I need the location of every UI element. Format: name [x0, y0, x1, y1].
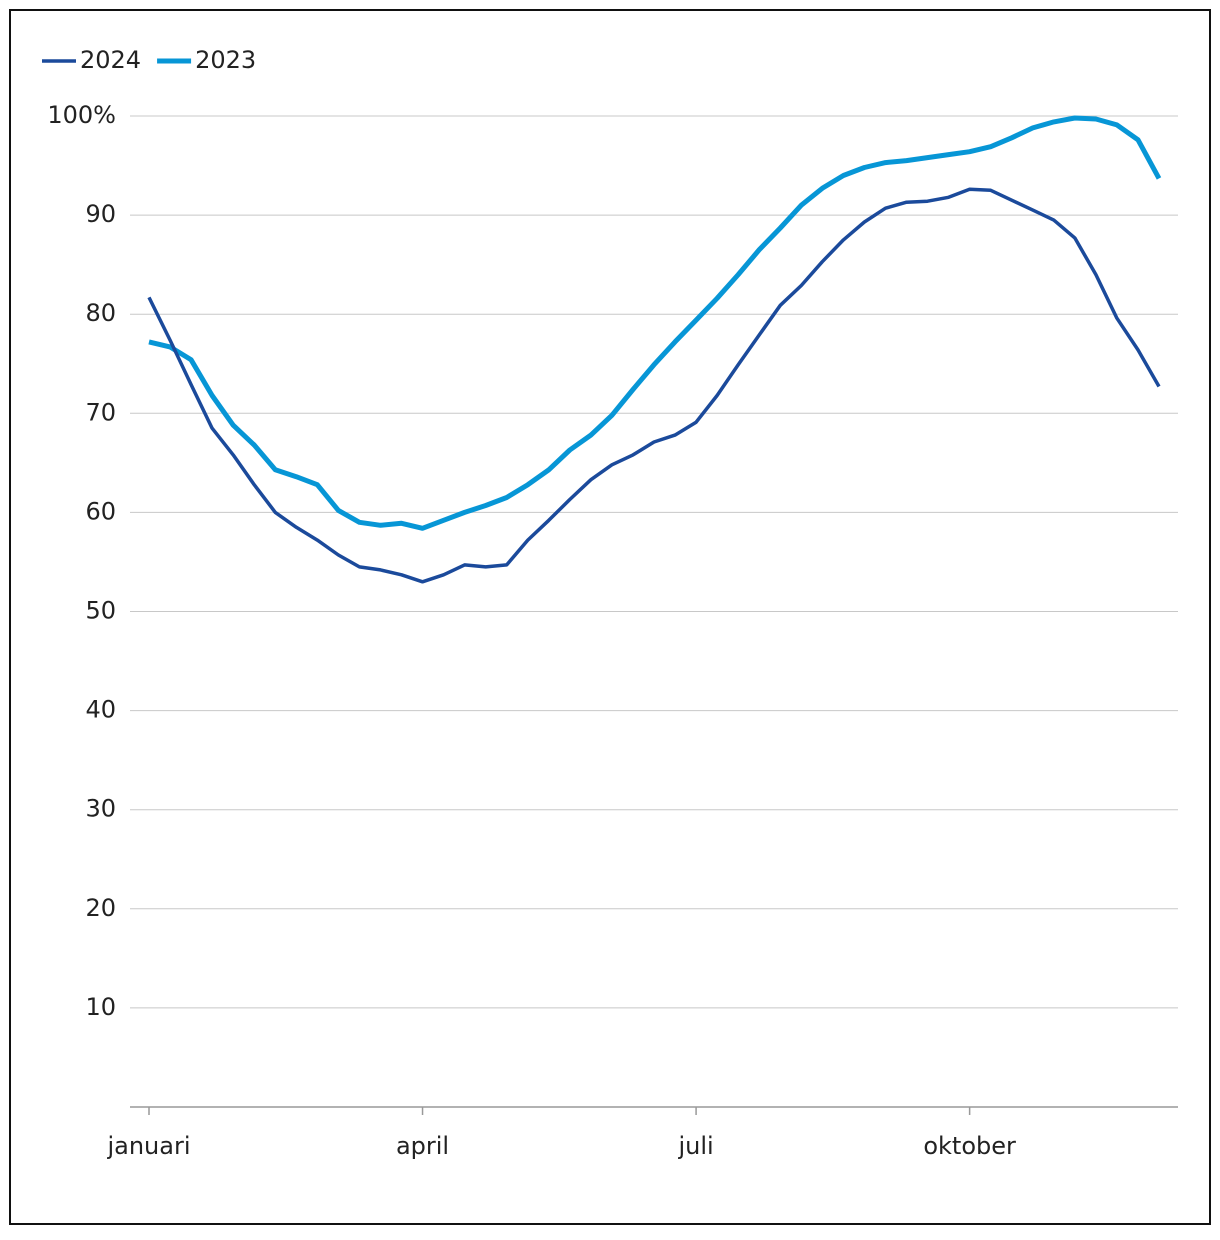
y-tick-label: 10 — [85, 993, 116, 1021]
y-tick-label: 60 — [85, 497, 116, 525]
x-tick-label: januari — [106, 1132, 190, 1160]
y-tick-label: 40 — [85, 696, 116, 724]
y-tick-label: 90 — [85, 200, 116, 228]
y-tick-label: 100% — [47, 101, 116, 129]
legend-label: 2024 — [80, 46, 141, 74]
line-series — [148, 115, 1162, 531]
y-tick-label: 50 — [85, 597, 116, 625]
x-tick-label: oktober — [923, 1132, 1016, 1160]
x-tick-label: april — [396, 1132, 449, 1160]
y-tick-label: 80 — [85, 299, 116, 327]
y-tick-label: 20 — [85, 894, 116, 922]
y-tick-label: 70 — [85, 398, 116, 426]
legend-label: 2023 — [195, 46, 256, 74]
x-tick-label: juli — [677, 1132, 713, 1160]
frame — [9, 9, 1211, 1225]
y-tick-label: 30 — [85, 795, 116, 823]
line-series — [147, 187, 1161, 584]
